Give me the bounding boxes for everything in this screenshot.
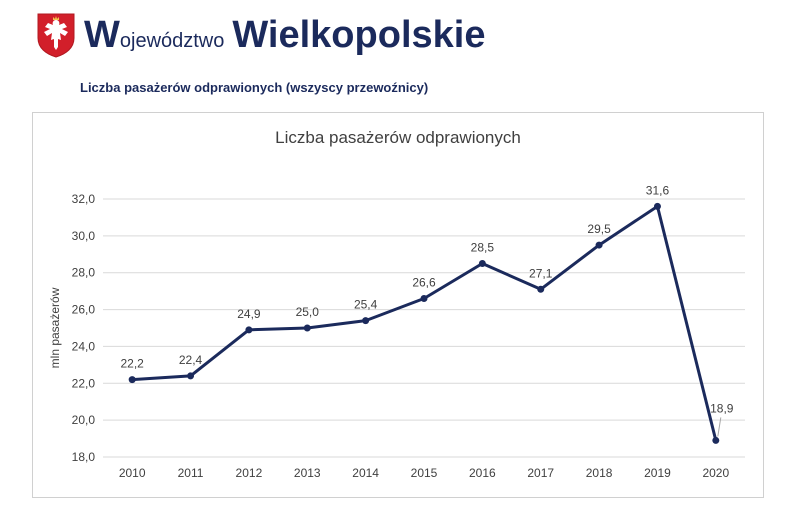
data-label: 22,2	[121, 357, 145, 371]
data-point	[187, 372, 195, 380]
data-label: 27,1	[529, 266, 553, 280]
coat-of-arms-icon	[37, 13, 75, 58]
chart-title: Liczba pasażerów odprawionych	[275, 128, 521, 147]
y-tick-label: 28,0	[72, 266, 96, 280]
page-header: Województwo Wielkopolskie Liczba pasażeró…	[0, 0, 800, 100]
brand-initial: W	[84, 14, 120, 56]
x-tick-label: 2010	[119, 466, 146, 480]
data-point	[653, 202, 661, 210]
x-tick-label: 2020	[702, 466, 729, 480]
data-label: 18,9	[710, 401, 734, 415]
x-tick-label: 2019	[644, 466, 671, 480]
data-label: 25,0	[296, 305, 320, 319]
data-label: 29,5	[587, 222, 611, 236]
x-tick-label: 2013	[294, 466, 321, 480]
data-label-leader	[717, 417, 722, 437]
data-point	[245, 326, 253, 334]
brand-title: Województwo Wielkopolskie	[84, 14, 485, 57]
brand-region: Wielkopolskie	[232, 14, 486, 56]
y-axis-label: mln pasażerów	[48, 287, 62, 368]
y-tick-label: 32,0	[72, 192, 96, 206]
data-point	[712, 436, 720, 444]
data-label: 22,4	[179, 353, 203, 367]
data-labels: 22,2 22,4 24,9 25,0 25,4 26,6 28,5 27,1 29,5 31,6…	[121, 183, 734, 437]
y-tick-label: 22,0	[72, 376, 96, 390]
data-point	[420, 295, 428, 303]
data-point	[478, 260, 486, 267]
y-tick-label: 24,0	[72, 339, 96, 353]
series-line	[132, 204, 718, 441]
data-label: 26,6	[412, 276, 436, 290]
data-label: 31,6	[646, 183, 670, 197]
x-tick-label: 2017	[527, 466, 554, 480]
y-tick-label: 20,0	[72, 413, 96, 427]
x-tick-label: 2016	[469, 466, 496, 480]
x-tick-label: 2014	[352, 466, 379, 480]
x-tick-label: 2015	[411, 466, 438, 480]
y-tick-label: 30,0	[72, 229, 96, 243]
gridlines	[103, 198, 745, 458]
data-label: 25,4	[354, 298, 378, 312]
data-point	[128, 376, 136, 384]
x-tick-labels: 2010 2011 2012 2013 2014 2015 2016 2017 2018 2019…	[119, 466, 730, 480]
series-group	[128, 202, 720, 444]
y-tick-label: 26,0	[72, 303, 96, 317]
chart-container: Liczba pasażerów odprawionych mln pasaże…	[32, 112, 764, 498]
data-point	[595, 241, 603, 249]
data-point	[537, 285, 545, 293]
brand-word: ojewództwo	[119, 30, 225, 52]
data-point	[303, 324, 311, 332]
data-label: 28,5	[471, 241, 495, 255]
x-tick-label: 2011	[178, 466, 204, 480]
y-tick-label: 18,0	[72, 450, 96, 464]
x-tick-label: 2012	[236, 466, 263, 480]
y-tick-labels: 18,0 20,0 22,0 24,0 26,0 28,0 30,0 32,0	[72, 192, 96, 464]
x-tick-label: 2018	[586, 466, 613, 480]
line-chart: Liczba pasażerów odprawionych mln pasaże…	[48, 128, 745, 480]
page-subtitle: Liczba pasażerów odprawionych (wszyscy p…	[80, 80, 429, 95]
data-label: 24,9	[237, 307, 261, 321]
data-point	[362, 317, 370, 325]
